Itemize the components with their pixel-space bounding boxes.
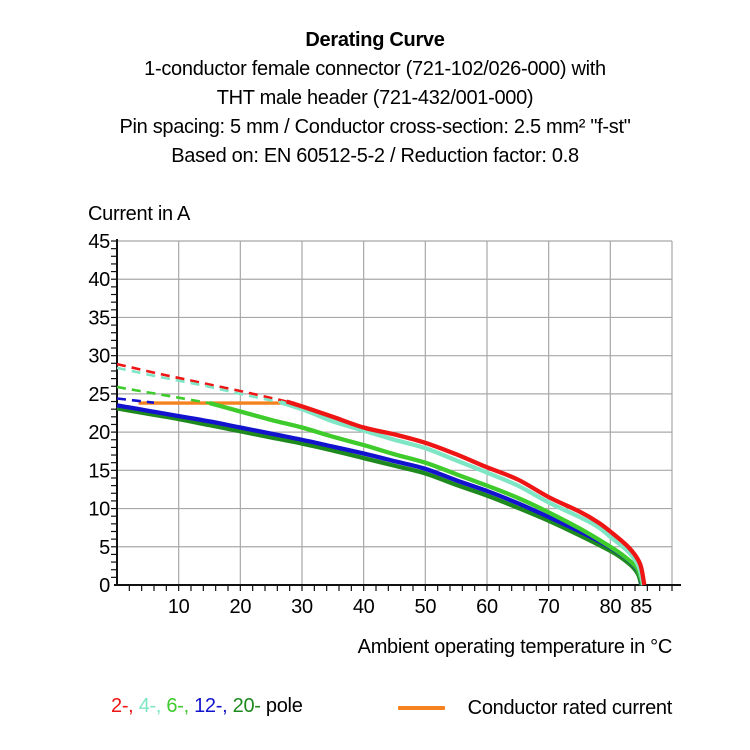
y-tick-label: 45 [88, 231, 110, 253]
x-tick-label: 10 [168, 596, 190, 618]
subtitle-line-4: Based on: EN 60512-5-2 / Reduction facto… [171, 145, 579, 167]
x-tick-label: 50 [415, 596, 437, 618]
x-tick-label: 30 [291, 596, 313, 618]
y-tick-label: 15 [88, 460, 110, 482]
x-tick-label: 85 [630, 596, 652, 618]
x-axis-label: Ambient operating temperature in °C [357, 636, 673, 658]
legend-rated-current: Conductor rated current [398, 695, 672, 721]
legend-entry-12-pole: 12-, [194, 695, 233, 717]
x-tick-label: 60 [476, 596, 498, 618]
subtitle-line-3: Pin spacing: 5 mm / Conductor cross-sect… [119, 116, 631, 138]
rated-current-label: Conductor rated current [467, 696, 673, 719]
rated-current-line-swatch [398, 706, 445, 710]
x-tick-label: 40 [353, 596, 375, 618]
legend-entry-20-pole: 20- [232, 695, 261, 717]
y-tick-label: 40 [88, 269, 110, 291]
y-axis-label: Current in A [88, 203, 191, 225]
curve-2-pole-dashed [116, 362, 287, 403]
y-tick-label: 25 [88, 384, 110, 406]
chart-title: Derating Curve [305, 29, 445, 51]
curve-20-pole [116, 406, 644, 586]
legend-entry-2-pole: 2-, [111, 695, 139, 717]
curve-6-pole-dashed [116, 385, 210, 405]
subtitle-line-2: THT male header (721-432/001-000) [216, 87, 534, 109]
curve-4-pole [279, 400, 646, 586]
y-tick-label: 5 [99, 537, 110, 559]
x-tick-label: 20 [230, 596, 252, 618]
legend-pole-list: 2-, 4-, 6-, 12-, 20- pole [111, 695, 303, 718]
y-tick-label: 35 [88, 307, 110, 329]
curve-4-pole-dashed [116, 366, 281, 404]
subtitle-line-1: 1-conductor female connector (721-102/02… [144, 58, 606, 80]
x-tick-label: 80 [600, 596, 622, 618]
y-tick-label: 0 [99, 575, 110, 597]
x-tick-label: 70 [538, 596, 560, 618]
legend-pole-suffix: pole [260, 695, 303, 717]
y-tick-label: 10 [88, 499, 110, 521]
y-tick-label: 20 [88, 422, 110, 444]
curve-6-pole [208, 401, 645, 586]
curve-12-pole-dashed [116, 397, 155, 404]
y-tick-label: 30 [88, 346, 110, 368]
title-block: Derating Curve 1-conductor female connec… [0, 26, 750, 171]
curve-2-pole [285, 399, 647, 586]
legend-entry-4-pole: 4-, [138, 695, 167, 717]
legend-entry-6-pole: 6-, [166, 695, 195, 717]
